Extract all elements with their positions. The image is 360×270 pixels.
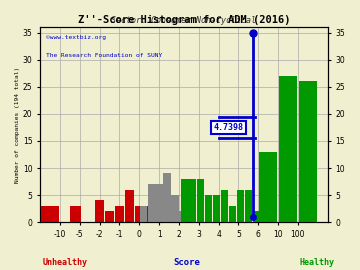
Bar [154,211,164,222]
Bar [189,179,197,222]
Bar [70,206,81,222]
Text: ©www.textbiz.org: ©www.textbiz.org [46,35,106,40]
Title: Z''-Score Histogram for ADM (2016): Z''-Score Histogram for ADM (2016) [78,15,290,25]
Bar [237,190,244,222]
Bar [213,195,220,222]
Bar [140,206,147,222]
Bar [95,201,104,222]
Bar [41,206,59,222]
Text: Unhealthy: Unhealthy [42,258,87,267]
Bar [163,173,171,222]
Bar [229,206,236,222]
Bar [197,179,204,222]
Bar [205,195,212,222]
Bar [105,211,114,222]
Bar [221,190,228,222]
Text: Score: Score [174,258,201,267]
Bar [299,81,317,222]
Bar [148,184,155,222]
Text: The Research Foundation of SUNY: The Research Foundation of SUNY [46,53,162,58]
Bar [135,206,144,222]
Y-axis label: Number of companies (194 total): Number of companies (194 total) [15,66,20,183]
Bar [245,190,252,222]
Bar [125,190,134,222]
Bar [253,211,260,222]
Bar [145,206,154,222]
Bar [156,184,163,222]
Bar [181,179,189,222]
Bar [115,206,124,222]
Text: Sector: Consumer Non-Cyclical: Sector: Consumer Non-Cyclical [111,16,256,25]
Bar [179,211,186,222]
Bar [171,195,179,222]
Text: 4.7398: 4.7398 [213,123,243,132]
Text: Healthy: Healthy [299,258,334,267]
Bar [279,76,297,222]
Bar [259,152,277,222]
